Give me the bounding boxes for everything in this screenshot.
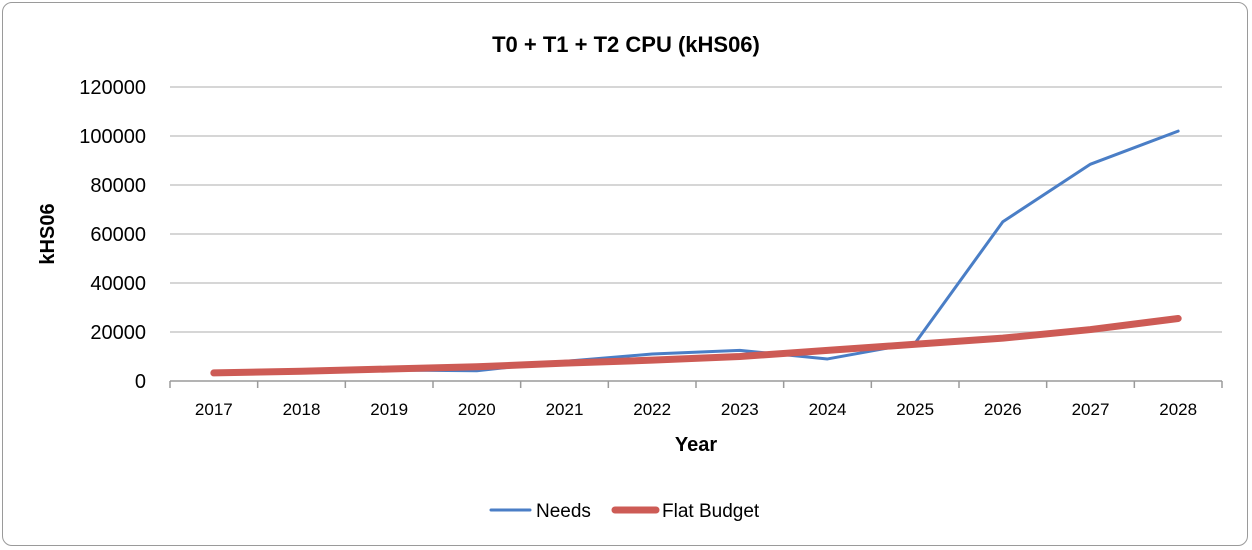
x-tick-label: 2023 — [721, 400, 759, 419]
x-tick-label: 2024 — [809, 400, 847, 419]
x-tick-label: 2020 — [458, 400, 496, 419]
y-tick-label: 20000 — [90, 322, 146, 344]
x-tick-label: 2025 — [896, 400, 934, 419]
x-axis-title: Year — [675, 434, 717, 456]
x-tick-label: 2022 — [633, 400, 671, 419]
legend: Needs Flat Budget — [489, 501, 760, 522]
x-tick-label: 2019 — [370, 400, 408, 419]
series-line-flat-budget — [210, 315, 1182, 377]
y-tick-label: 0 — [135, 371, 146, 393]
y-tick-label: 60000 — [90, 224, 146, 246]
legend-item: Flat Budget — [611, 501, 760, 522]
axes — [169, 380, 1223, 388]
y-tick-label: 40000 — [90, 273, 146, 295]
y-tick-labels: 0 20000 40000 60000 80000 100000 120000 — [79, 77, 146, 393]
legend-label: Flat Budget — [662, 501, 760, 522]
x-tick-label: 2018 — [283, 400, 321, 419]
x-tick-label: 2028 — [1159, 400, 1197, 419]
gridlines — [170, 86, 1222, 333]
x-tick-label: 2017 — [195, 400, 233, 419]
x-tick-labels: 2017 2018 2019 2020 2021 2022 2023 2024 2025 2026… — [195, 400, 1197, 419]
series-lines — [210, 129, 1182, 377]
x-tick-label: 2021 — [546, 400, 584, 419]
chart-title: T0 + T1 + T2 CPU (kHS06) — [492, 32, 760, 57]
y-tick-label: 120000 — [79, 77, 146, 99]
y-tick-label: 100000 — [79, 126, 146, 148]
x-tick-label: 2027 — [1072, 400, 1110, 419]
legend-label: Needs — [536, 501, 591, 522]
x-tick-label: 2026 — [984, 400, 1022, 419]
y-axis-title: kHS06 — [37, 203, 59, 264]
y-tick-label: 80000 — [90, 175, 146, 197]
legend-item: Needs — [489, 501, 591, 522]
